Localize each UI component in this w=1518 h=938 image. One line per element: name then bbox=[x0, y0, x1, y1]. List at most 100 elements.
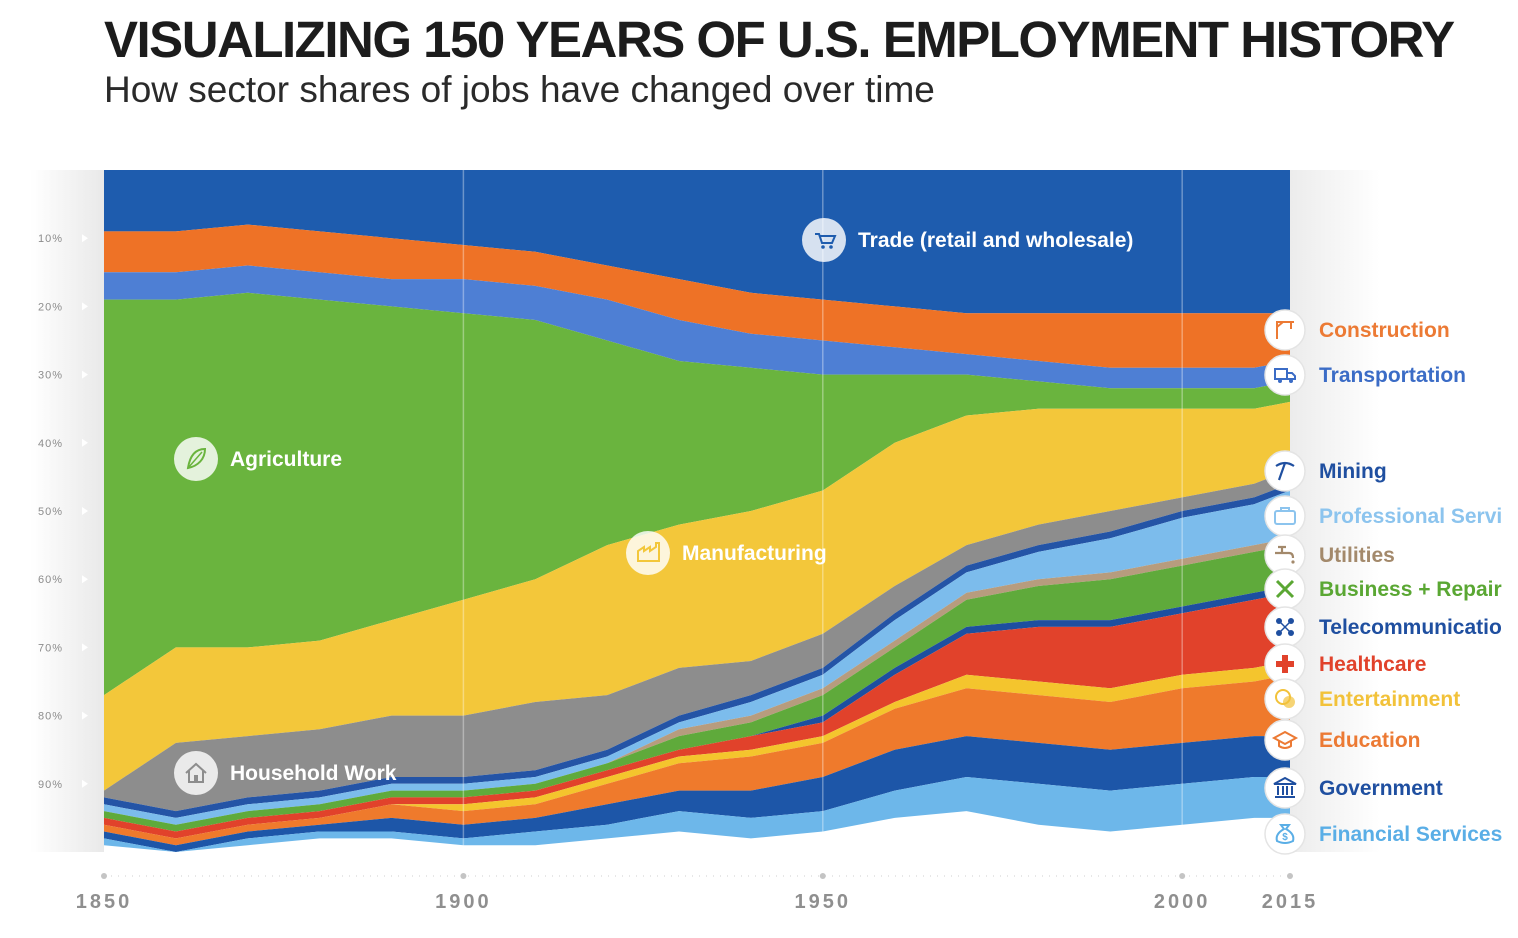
y-tick-label: 70% bbox=[38, 642, 63, 654]
area-trade-retail-and-wholesale bbox=[104, 170, 1290, 314]
x-tick-label: 1900 bbox=[435, 891, 492, 913]
area-construction bbox=[104, 224, 1290, 368]
area-household-work bbox=[104, 470, 1290, 812]
legend-label: Utilities bbox=[1319, 544, 1395, 567]
legend-badge bbox=[1264, 354, 1306, 396]
legend-item-mining: Mining bbox=[1264, 450, 1387, 492]
house-icon bbox=[185, 762, 207, 783]
y-tick-marker bbox=[82, 779, 88, 788]
legend-item-transportation: Transportation bbox=[1264, 354, 1466, 396]
y-tick-label: 90% bbox=[38, 779, 63, 791]
legend-badge bbox=[1264, 719, 1306, 761]
graduation-cap-icon bbox=[1271, 730, 1299, 749]
area-manufacturing bbox=[104, 401, 1290, 791]
in-chart-label-text: Manufacturing bbox=[682, 542, 827, 565]
legend-badge bbox=[1264, 495, 1306, 537]
briefcase-icon bbox=[1274, 507, 1296, 525]
x-tick-label: 1850 bbox=[76, 891, 133, 913]
legend-label: Transportation bbox=[1319, 364, 1466, 387]
legend-label: Professional Servi bbox=[1319, 505, 1502, 528]
area-professional-services bbox=[104, 490, 1290, 825]
y-tick-label: 40% bbox=[38, 438, 63, 450]
legend-item-entertainment: Entertainment bbox=[1264, 678, 1460, 720]
area-financial-services bbox=[104, 777, 1290, 852]
y-tick-marker bbox=[82, 507, 88, 515]
cart-icon bbox=[815, 233, 837, 249]
y-tick-marker bbox=[82, 370, 88, 379]
legend-item-financial-services: $ Financial Services bbox=[1264, 813, 1502, 855]
pickaxe-icon bbox=[1275, 461, 1295, 481]
y-tick-label: 60% bbox=[38, 574, 63, 586]
legend-badge bbox=[1264, 813, 1306, 855]
x-tick-label: 2000 bbox=[1154, 891, 1211, 913]
x-axis: 1850 1900 1950 2000 2015 bbox=[76, 873, 1319, 913]
page-subtitle: How sector shares of jobs have changed o… bbox=[104, 69, 935, 110]
house-badge bbox=[174, 751, 218, 795]
x-tick-label: 2015 bbox=[1262, 891, 1319, 913]
area-mining bbox=[104, 483, 1290, 818]
in-chart-label-text: Agriculture bbox=[230, 448, 342, 471]
y-tick-marker bbox=[82, 438, 88, 447]
legend-label: Healthcare bbox=[1319, 653, 1426, 676]
x-tick-dot bbox=[819, 873, 826, 879]
y-tick-label: 80% bbox=[38, 711, 63, 723]
crane-icon bbox=[1276, 321, 1294, 339]
y-tick-label: 20% bbox=[38, 301, 63, 313]
area-government bbox=[104, 736, 1290, 852]
legend-badge bbox=[1264, 767, 1306, 809]
in-chart-labels: Trade (retail and wholesale) Agriculture M… bbox=[174, 218, 1133, 795]
legend-label: Business + Repair bbox=[1319, 578, 1502, 601]
legend-label: Education bbox=[1319, 729, 1421, 752]
legend-item-healthcare: Healthcare bbox=[1264, 643, 1426, 685]
in-chart-label-household-work: Household Work bbox=[174, 751, 397, 795]
leaf-icon bbox=[186, 447, 207, 470]
x-tick-dot bbox=[1179, 873, 1186, 879]
x-tick-dot bbox=[1287, 873, 1293, 879]
in-chart-label-trade-retail-and-wholesale: Trade (retail and wholesale) bbox=[802, 218, 1133, 262]
theater-icon bbox=[1275, 689, 1295, 708]
legend-label: Construction bbox=[1319, 319, 1450, 342]
y-tick-label: 10% bbox=[38, 233, 63, 245]
legend-label: Telecommunicatio bbox=[1319, 616, 1502, 639]
legend-item-government: Government bbox=[1264, 767, 1443, 809]
legend-label: Financial Services bbox=[1319, 823, 1502, 846]
legend-item-professional-servi: Professional Servi bbox=[1264, 495, 1502, 537]
area-healthcare bbox=[104, 592, 1290, 839]
cross-icon bbox=[1276, 655, 1294, 673]
cart-badge bbox=[802, 218, 846, 262]
area-agriculture bbox=[104, 292, 1290, 696]
in-chart-label-text: Household Work bbox=[230, 762, 397, 785]
legend-label: Mining bbox=[1319, 460, 1387, 483]
legend-label: Entertainment bbox=[1319, 688, 1460, 711]
x-tick-label: 1950 bbox=[795, 891, 852, 913]
y-tick-label: 30% bbox=[38, 370, 63, 382]
in-chart-label-manufacturing: Manufacturing bbox=[626, 531, 827, 575]
page-title: VISUALIZING 150 YEARS OF U.S. EMPLOYMENT… bbox=[104, 11, 1455, 68]
truck-icon bbox=[1274, 368, 1296, 383]
legend-badge bbox=[1264, 450, 1306, 492]
y-tick-marker bbox=[82, 234, 88, 243]
money-bag-icon: $ bbox=[1275, 824, 1295, 844]
y-tick-marker bbox=[82, 302, 88, 311]
y-axis: 10% 20% 30% 40% 50% 60% 70% 80% 90% bbox=[38, 233, 88, 791]
x-tick-dot bbox=[460, 873, 467, 879]
area-utilities bbox=[104, 538, 1290, 825]
in-chart-label-text: Trade (retail and wholesale) bbox=[858, 229, 1133, 252]
legend-item-construction: Construction bbox=[1264, 309, 1450, 351]
y-tick-label: 50% bbox=[38, 506, 63, 518]
faucet-icon bbox=[1275, 545, 1295, 564]
legend-badge bbox=[1264, 309, 1306, 351]
tools-icon bbox=[1275, 579, 1295, 599]
left-axis-band bbox=[30, 170, 104, 852]
gridlines bbox=[462, 170, 1183, 852]
y-tick-marker bbox=[82, 711, 88, 720]
area-entertainment bbox=[104, 661, 1290, 839]
svg-text:$: $ bbox=[1282, 832, 1288, 843]
factory-badge bbox=[626, 531, 670, 575]
area-telecommunications bbox=[104, 586, 1290, 832]
area-transportation bbox=[104, 265, 1290, 389]
y-tick-marker bbox=[82, 643, 88, 652]
bank-icon bbox=[1273, 776, 1297, 798]
factory-icon bbox=[637, 542, 660, 562]
